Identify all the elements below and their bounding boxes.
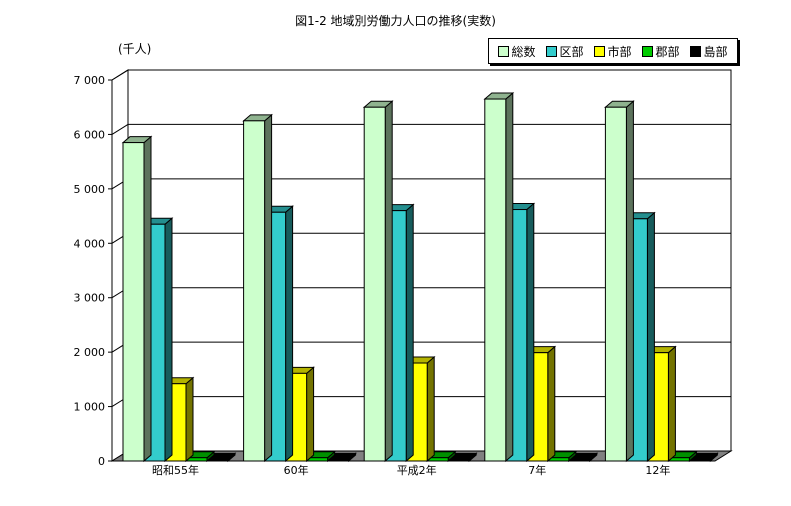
- bar-side-総数: [505, 91, 514, 463]
- x-tick-label: 60年: [284, 463, 309, 477]
- legend: 総数 区部 市部 郡部 島部: [488, 38, 738, 64]
- chart-title: 図1-2 地域別労働力人口の推移(実数): [295, 14, 496, 28]
- y-tick-label: 0: [98, 455, 105, 468]
- bar-side-区部: [285, 205, 294, 463]
- y-tick-label: 3 000: [74, 292, 106, 305]
- bar-side-区部: [405, 203, 414, 463]
- bar-side-区部: [164, 217, 173, 463]
- legend-item-tou: 島部: [690, 43, 728, 60]
- bar-島部: [206, 458, 229, 462]
- bar-総数: [243, 120, 266, 462]
- legend-swatch-tou: [690, 45, 702, 57]
- legend-swatch-shi: [594, 45, 606, 57]
- bar-side-市部: [426, 355, 435, 463]
- x-tick-label: 昭和55年: [152, 463, 199, 477]
- legend-item-ku: 区部: [546, 43, 584, 60]
- bar-島部: [568, 458, 591, 462]
- bar-島部: [688, 458, 711, 462]
- bar-side-総数: [143, 135, 152, 463]
- bar-島部: [447, 458, 470, 462]
- bar-side-市部: [306, 366, 315, 463]
- bar-side-総数: [625, 100, 634, 463]
- bar-総数: [363, 106, 386, 462]
- legend-label-total: 総数: [511, 44, 536, 59]
- bar-side-総数: [384, 100, 393, 463]
- x-tick-label: 12年: [645, 463, 670, 477]
- y-tick-label: 6 000: [74, 128, 106, 141]
- y-tick-label: 2 000: [74, 346, 106, 359]
- legend-item-total: 総数: [498, 43, 536, 60]
- y-axis-unit-label: (千人): [118, 42, 152, 56]
- gridline: [111, 69, 731, 81]
- x-tick-label: 平成2年: [397, 463, 437, 477]
- bar-島部: [327, 458, 350, 462]
- gridline: [111, 123, 731, 135]
- legend-item-shi: 市部: [594, 43, 632, 60]
- y-tick-label: 1 000: [74, 401, 106, 414]
- bar-side-区部: [526, 202, 535, 463]
- legend-label-gun: 郡部: [655, 44, 680, 59]
- legend-swatch-ku: [546, 45, 558, 57]
- bar-side-区部: [646, 211, 655, 463]
- y-tick-label: 7 000: [74, 74, 106, 87]
- y-tick-label: 4 000: [74, 237, 106, 250]
- y-tick-label: 5 000: [74, 183, 106, 196]
- bar-総数: [484, 98, 507, 462]
- legend-label-shi: 市部: [607, 44, 632, 59]
- bar-side-市部: [185, 376, 194, 463]
- legend-label-tou: 島部: [703, 44, 728, 59]
- bar-side-総数: [264, 113, 273, 463]
- legend-swatch-total: [498, 45, 510, 57]
- legend-label-ku: 区部: [559, 44, 584, 59]
- bar-side-市部: [667, 345, 676, 463]
- bar-総数: [604, 106, 627, 462]
- x-tick-label: 7年: [528, 463, 546, 477]
- legend-swatch-gun: [642, 45, 654, 57]
- bar-side-市部: [547, 345, 556, 463]
- bar-総数: [122, 142, 145, 462]
- legend-item-gun: 郡部: [642, 43, 680, 60]
